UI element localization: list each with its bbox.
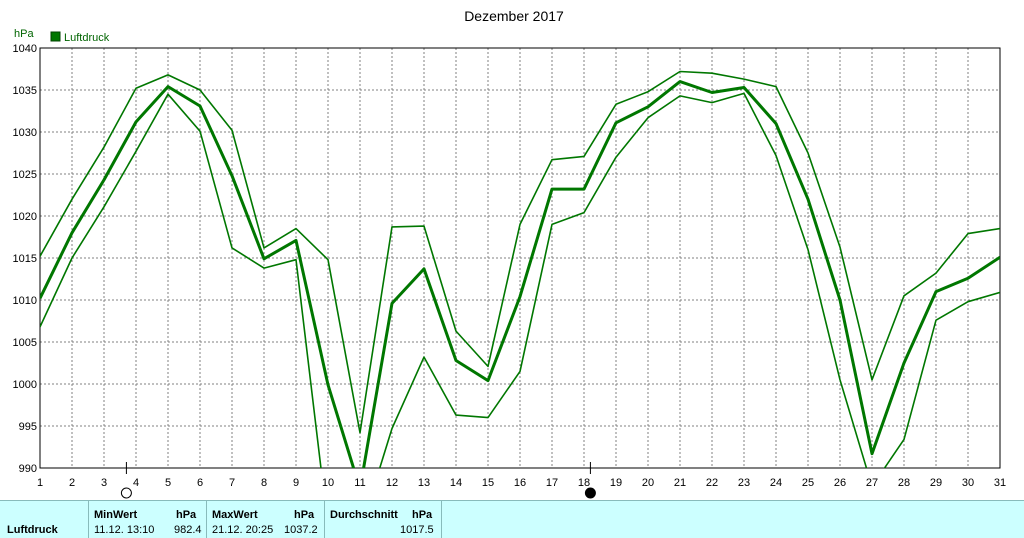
moon-phases [120, 462, 596, 499]
x-tick-label: 24 [770, 477, 782, 489]
new-moon-icon [584, 487, 596, 499]
x-tick-label: 8 [261, 477, 267, 489]
min-unit: hPa [176, 509, 197, 521]
full-moon-icon [120, 487, 132, 499]
x-tick-label: 19 [610, 477, 622, 489]
stats-row-label: Luftdruck [7, 524, 58, 536]
min-date: 11.12. [94, 524, 124, 536]
x-tick-label: 14 [450, 477, 462, 489]
y-tick-label: 1015 [13, 253, 37, 265]
x-tick-label: 18 [578, 477, 590, 489]
x-tick-label: 15 [482, 477, 494, 489]
max-time: 20:25 [245, 524, 274, 536]
stats-table: Luftdruck MinWert hPa 11.12. 13:10 982.4… [0, 500, 1024, 538]
x-tick-label: 9 [293, 477, 299, 489]
x-tick-label: 17 [546, 477, 558, 489]
x-tick-label: 13 [418, 477, 430, 489]
y-axis: 990 995 1000 1005 1010 1015 1020 1025 1030 1035 10… [13, 43, 37, 475]
x-tick-label: 10 [322, 477, 334, 489]
y-tick-label: 1025 [13, 169, 37, 181]
max-unit: hPa [294, 509, 315, 521]
x-tick-label: 20 [642, 477, 654, 489]
legend-label: Luftdruck [64, 32, 110, 44]
series-line-max [40, 70, 1000, 434]
y-tick-label: 1010 [13, 295, 37, 307]
x-tick-label: 7 [229, 477, 235, 489]
y-axis-label: hPa [14, 28, 34, 40]
chart-title: Dezember 2017 [464, 8, 564, 24]
x-tick-label: 27 [866, 477, 878, 489]
x-axis: 1 2 3 4 5 6 7 8 9 10 11 12 13 14 15 16 17 18 19 20 21 22 23 24 2… [37, 477, 1006, 489]
y-tick-label: 1030 [13, 127, 37, 139]
min-value: 982.4 [174, 524, 202, 536]
avg-value: 1017.5 [400, 524, 434, 536]
x-tick-label: 30 [962, 477, 974, 489]
x-tick-label: 2 [69, 477, 75, 489]
y-tick-label: 1020 [13, 211, 37, 223]
max-header: MaxWert [212, 509, 258, 521]
pressure-chart: Dezember 2017 hPa Luftdruck 990 995 1000 10… [13, 8, 1006, 499]
x-tick-label: 4 [133, 477, 139, 489]
x-tick-label: 6 [197, 477, 203, 489]
x-tick-label: 22 [706, 477, 718, 489]
x-tick-label: 25 [802, 477, 814, 489]
x-tick-label: 16 [514, 477, 526, 489]
x-tick-label: 28 [898, 477, 910, 489]
x-tick-label: 29 [930, 477, 942, 489]
x-tick-label: 5 [165, 477, 171, 489]
grid [40, 48, 1000, 468]
x-tick-label: 3 [101, 477, 107, 489]
x-tick-label: 26 [834, 477, 846, 489]
y-tick-label: 1000 [13, 379, 37, 391]
x-tick-label: 31 [994, 477, 1006, 489]
x-tick-label: 21 [674, 477, 686, 489]
avg-unit: hPa [412, 509, 433, 521]
y-tick-label: 990 [19, 463, 37, 475]
y-tick-label: 1035 [13, 85, 37, 97]
x-tick-label: 11 [354, 477, 365, 489]
x-tick-label: 23 [738, 477, 750, 489]
x-tick-label: 12 [386, 477, 398, 489]
max-value: 1037.2 [284, 524, 318, 536]
series-group [40, 70, 1000, 468]
y-tick-label: 995 [19, 421, 37, 433]
x-tick-label: 1 [37, 477, 43, 489]
min-time: 13:10 [126, 524, 155, 536]
series-line-min [40, 92, 1000, 468]
min-header: MinWert [94, 509, 138, 521]
legend-swatch [50, 31, 61, 42]
y-tick-label: 1040 [13, 43, 37, 55]
max-date: 21.12. [212, 524, 243, 536]
y-tick-label: 1005 [13, 337, 37, 349]
series-line-mean [40, 80, 1000, 468]
avg-header: Durchschnitt [330, 509, 398, 521]
